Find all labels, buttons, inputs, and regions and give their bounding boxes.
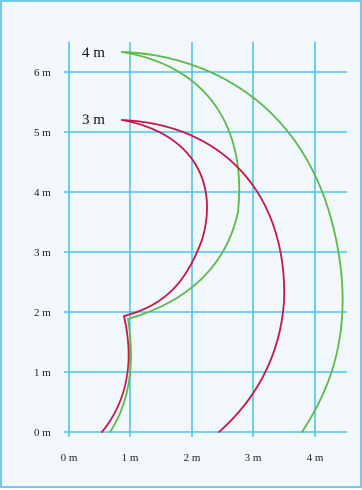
x-tick-label-3: 3 m — [245, 452, 262, 464]
outer-curve-label: 4 m — [82, 45, 105, 61]
y-tick-label-1: 1 m — [34, 367, 51, 379]
inner-curve-label: 3 m — [82, 112, 105, 128]
y-tick-label-0: 0 m — [34, 427, 51, 439]
x-tick-label-1: 1 m — [122, 452, 139, 464]
inner-curve-stem — [101, 315, 130, 433]
x-tick-label-4: 4 m — [307, 452, 324, 464]
y-tick-label-2: 2 m — [34, 307, 51, 319]
y-tick-label-6: 6 m — [34, 67, 51, 79]
inner-curve-inner-arc — [121, 119, 208, 317]
y-tick-label-5: 5 m — [34, 127, 51, 139]
y-tick-label-4: 4 m — [34, 187, 51, 199]
outer-curve-inner-arc — [121, 51, 241, 320]
x-tick-label-0: 0 m — [61, 452, 78, 464]
inner-curve-group — [101, 119, 286, 433]
grid — [64, 42, 347, 437]
x-tick-label-2: 2 m — [184, 452, 201, 464]
y-tick-label-3: 3 m — [34, 247, 51, 259]
outer-curve-outer-arc — [121, 51, 344, 433]
outer-curve-group — [109, 51, 344, 433]
outer-curve-stem — [109, 318, 132, 433]
inner-curve-outer-arc — [121, 119, 286, 433]
